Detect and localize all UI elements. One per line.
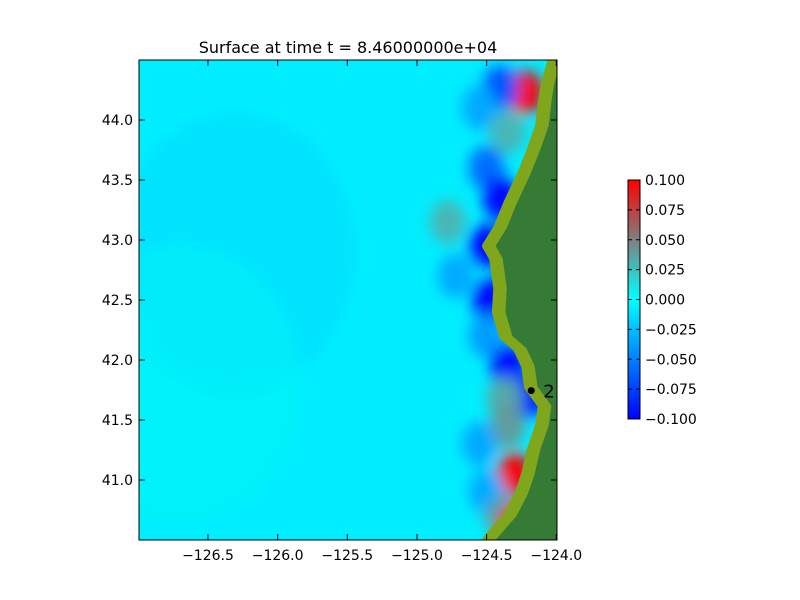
colorbar-tick-label: 0.050: [645, 233, 685, 249]
surface-feature: [489, 404, 526, 448]
x-tick-label: −124.0: [530, 548, 582, 564]
y-tick-label: 42.5: [102, 293, 133, 309]
colorbar-tick-label: −0.100: [645, 412, 697, 428]
y-tick-label: 41.0: [102, 473, 133, 489]
colorbar-ticks: 0.100 0.075 0.050 0.025 0.000 −0.025 −0.050 −0.…: [628, 173, 697, 428]
y-tick-label: 41.5: [102, 413, 133, 429]
y-tick-label: 44.0: [102, 113, 133, 129]
y-tick-label: 43.5: [102, 173, 133, 189]
colorbar: 0.100 0.075 0.050 0.025 0.000 −0.025 −0.050 −0.…: [627, 173, 697, 428]
chart-title: Surface at time t = 8.46000000e+04: [199, 38, 498, 57]
x-tick-label: −125.0: [391, 548, 443, 564]
colorbar-tick-label: 0.100: [645, 173, 685, 189]
surface-feature: [139, 244, 301, 524]
surface-feature: [429, 200, 466, 244]
colorbar-tick-label: 0.025: [645, 263, 685, 279]
colorbar-tick-label: 0.075: [645, 203, 685, 219]
colorbar-tick-label: −0.050: [645, 352, 697, 368]
y-axis: 41.0 41.5 42.0 42.5 43.0 43.5 44.0: [102, 113, 557, 489]
x-axis: −126.5 −126.0 −125.5 −125.0 −124.5 −124.0: [182, 60, 582, 564]
x-tick-label: −124.5: [461, 548, 513, 564]
x-tick-label: −126.0: [252, 548, 304, 564]
plot-area: [139, 60, 557, 540]
surface-feature: [461, 86, 498, 130]
gauge-markers: 2: [527, 382, 555, 403]
surface-feature: [489, 110, 526, 154]
y-tick-label: 43.0: [102, 233, 133, 249]
land-mask: [495, 74, 557, 540]
surface-feature: [437, 254, 474, 298]
y-tick-label: 42.0: [102, 353, 133, 369]
colorbar-tick-label: −0.075: [645, 382, 697, 398]
colorbar-tick-label: 0.000: [645, 293, 685, 309]
x-tick-label: −125.5: [321, 548, 373, 564]
colorbar-tick-label: −0.025: [645, 322, 697, 338]
gauge-label: 2: [543, 382, 554, 403]
gauge-marker: [527, 387, 535, 395]
x-tick-label: −126.5: [182, 548, 234, 564]
surface-features: [139, 65, 547, 540]
surface-feature: [461, 422, 498, 466]
